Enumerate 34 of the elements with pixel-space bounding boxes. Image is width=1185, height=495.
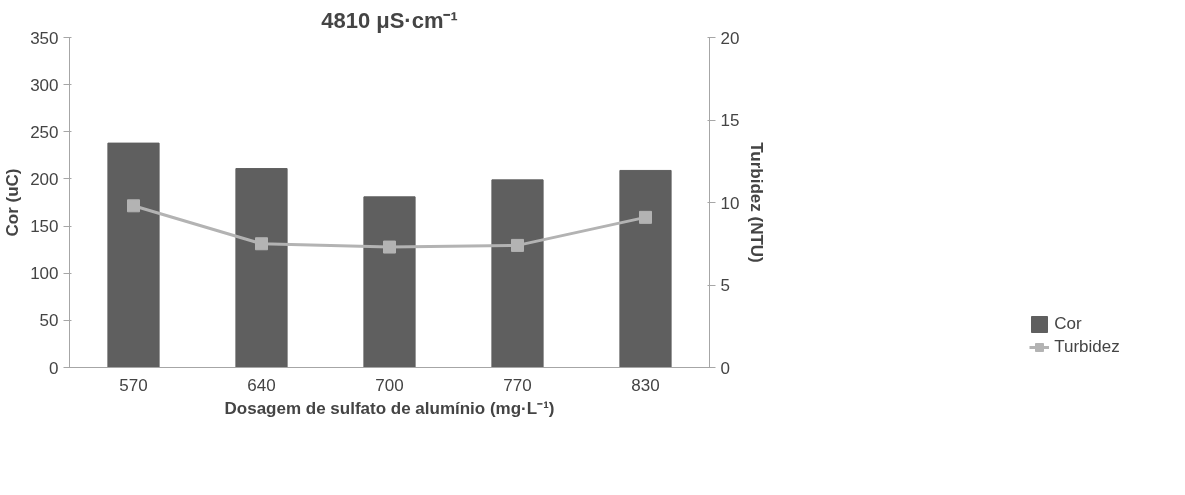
x-tick-label: 570: [119, 375, 148, 395]
point: [127, 199, 140, 213]
y2-tick-label: 0: [720, 358, 730, 378]
x-tick-label: 830: [631, 375, 660, 395]
y-axis-title: Cor (uC): [3, 168, 23, 237]
y-tick-label: 350: [30, 28, 59, 48]
x-tick-label: 770: [503, 375, 532, 395]
point: [639, 210, 652, 224]
point: [511, 238, 524, 252]
y-tick-label: 200: [30, 169, 59, 189]
y2-tick-label: 20: [720, 28, 740, 48]
bar: [107, 142, 160, 368]
bar: [235, 168, 288, 368]
legend-label: Cor: [1054, 314, 1082, 334]
chart-title: 4810 μS·cm⁻¹: [321, 7, 458, 33]
legend-label: Turbidez: [1054, 337, 1120, 357]
y2-tick-label: 5: [720, 276, 730, 295]
x-tick-label: 700: [375, 375, 404, 395]
point: [255, 237, 268, 251]
x-axis-title: Dosagem de sulfato de alumínio (mg·L⁻¹): [224, 398, 555, 418]
y-tick-label: 150: [30, 217, 59, 237]
y-tick-label: 50: [39, 311, 59, 331]
x-tick-label: 640: [247, 375, 276, 395]
y2-tick-label: 15: [720, 111, 740, 130]
y2-axis-title: Turbidez (NTU): [747, 142, 767, 263]
bar: [619, 169, 672, 368]
bar: [363, 196, 416, 368]
y-tick-label: 250: [30, 122, 59, 142]
y-tick-label: 300: [30, 75, 59, 95]
y2-tick-label: 10: [720, 193, 740, 213]
y-tick-label: 100: [30, 264, 59, 284]
bar: [491, 179, 544, 368]
y-tick-label: 0: [49, 358, 59, 378]
point: [383, 240, 396, 254]
